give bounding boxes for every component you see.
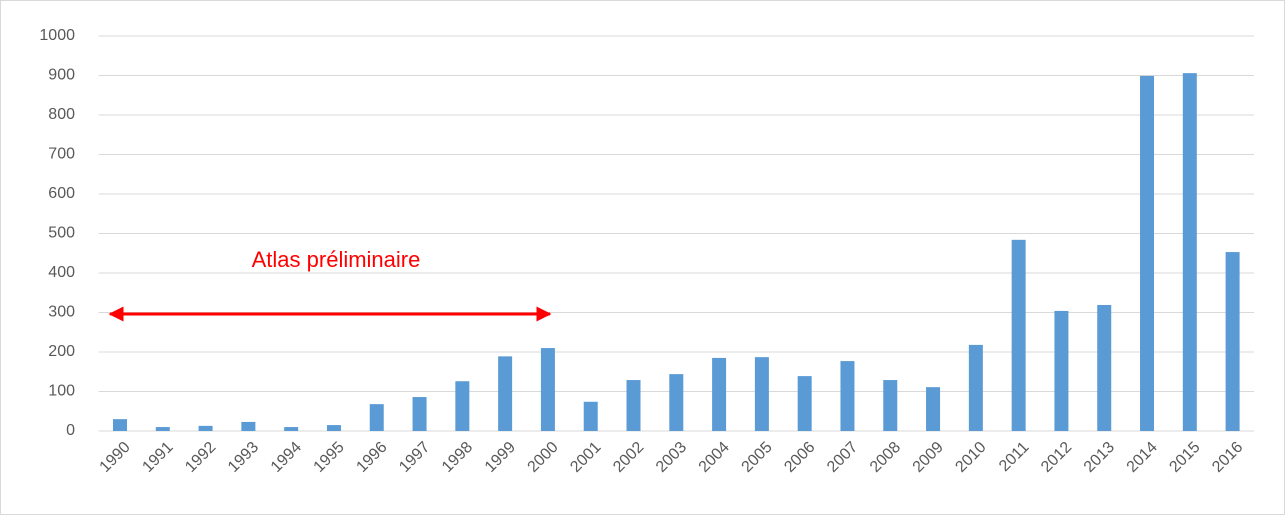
y-tick-label: 700 <box>48 146 75 163</box>
bar <box>540 348 555 431</box>
bar <box>369 404 384 431</box>
bar <box>968 344 983 431</box>
y-tick-label: 1000 <box>39 27 75 44</box>
bar <box>1011 239 1026 431</box>
bar <box>241 421 256 431</box>
bar <box>883 380 898 431</box>
bar <box>1182 73 1197 431</box>
bar <box>754 357 769 431</box>
y-tick-label: 400 <box>48 264 75 281</box>
y-tick-label: 200 <box>48 343 75 360</box>
bar <box>412 397 427 431</box>
y-tick-label: 600 <box>48 185 75 202</box>
bar <box>112 419 127 431</box>
bar <box>1140 75 1155 432</box>
y-tick-label: 100 <box>48 383 75 400</box>
bar <box>669 374 684 431</box>
y-tick-label: 0 <box>66 422 75 439</box>
bar <box>626 380 641 431</box>
bar <box>1225 252 1240 431</box>
bar <box>198 425 213 431</box>
bar <box>498 356 513 431</box>
bar <box>712 357 727 431</box>
bar <box>326 425 341 431</box>
bar <box>1054 310 1069 431</box>
y-tick-label: 800 <box>48 106 75 123</box>
bar <box>284 427 299 431</box>
bar <box>455 381 470 431</box>
bar <box>583 401 598 431</box>
y-tick-label: 300 <box>48 304 75 321</box>
bar <box>155 427 170 431</box>
annotation: Atlas préliminaire <box>252 247 421 272</box>
y-tick-label: 500 <box>48 225 75 242</box>
bar <box>840 361 855 431</box>
bar <box>797 376 812 431</box>
y-tick-label: 900 <box>48 67 75 84</box>
bar <box>1097 304 1112 431</box>
bar <box>926 387 941 431</box>
